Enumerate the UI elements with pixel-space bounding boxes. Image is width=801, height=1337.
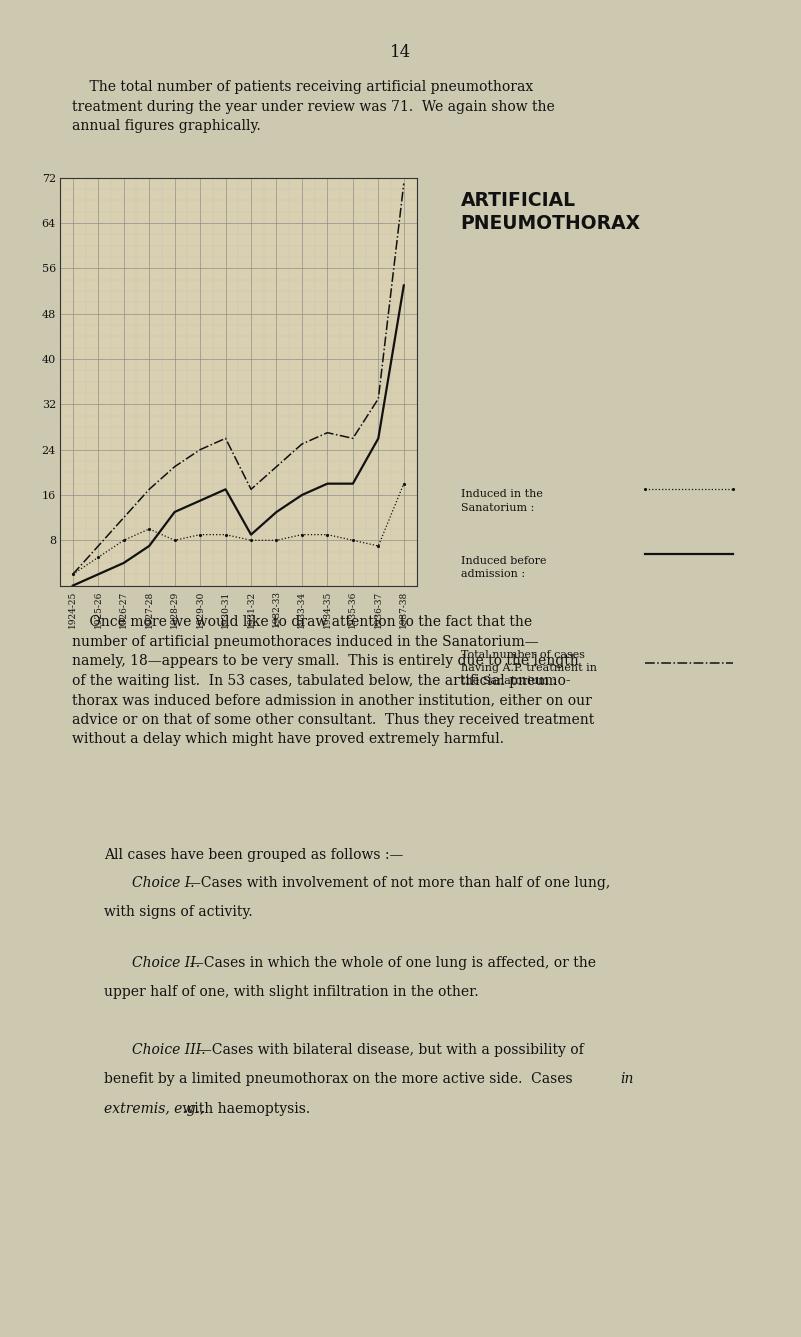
Text: in: in <box>621 1072 634 1086</box>
Text: Total number of cases
having A.P. treatment in
the Sanatorium :: Total number of cases having A.P. treatm… <box>461 650 597 686</box>
Text: —Cases with bilateral disease, but with a possibility of: —Cases with bilateral disease, but with … <box>198 1043 584 1056</box>
Text: Choice III.: Choice III. <box>132 1043 206 1056</box>
Text: —Cases in which the whole of one lung is affected, or the: —Cases in which the whole of one lung is… <box>190 956 596 969</box>
Text: 14: 14 <box>390 44 411 62</box>
Text: Induced in the
Sanatorium :: Induced in the Sanatorium : <box>461 489 542 512</box>
Text: benefit by a limited pneumothorax on the more active side.  Cases: benefit by a limited pneumothorax on the… <box>104 1072 578 1086</box>
Text: extremis, e.g.,: extremis, e.g., <box>104 1102 204 1115</box>
Text: with signs of activity.: with signs of activity. <box>104 905 253 919</box>
Text: —Cases with involvement of not more than half of one lung,: —Cases with involvement of not more than… <box>187 876 610 889</box>
Text: Choice II.: Choice II. <box>132 956 200 969</box>
Text: Once more we would like to draw attention to the fact that the
number of artific: Once more we would like to draw attentio… <box>72 615 594 746</box>
Text: All cases have been grouped as follows :—: All cases have been grouped as follows :… <box>104 848 404 861</box>
Text: with haemoptysis.: with haemoptysis. <box>178 1102 310 1115</box>
Text: upper half of one, with slight infiltration in the other.: upper half of one, with slight infiltrat… <box>104 985 479 999</box>
Text: The total number of patients receiving artificial pneumothorax
treatment during : The total number of patients receiving a… <box>72 80 555 134</box>
Text: Induced before
admission :: Induced before admission : <box>461 556 546 579</box>
Text: Choice I.: Choice I. <box>132 876 195 889</box>
Text: ARTIFICIAL
PNEUMOTHORAX: ARTIFICIAL PNEUMOTHORAX <box>461 191 641 233</box>
